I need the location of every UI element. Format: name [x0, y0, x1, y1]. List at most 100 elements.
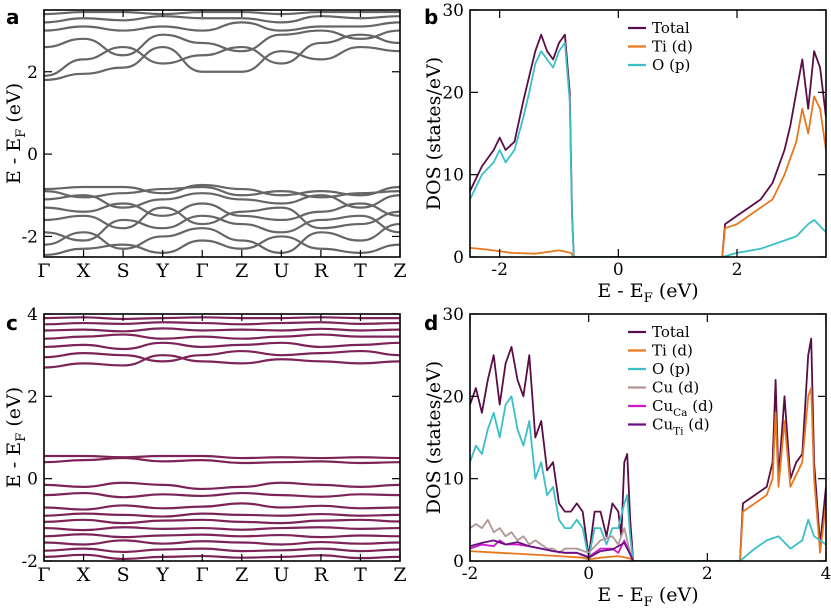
band-line: [44, 15, 400, 24]
y-tick-label: 0: [453, 248, 464, 268]
k-label: Γ: [37, 564, 50, 586]
k-label: S: [117, 564, 130, 586]
y-tick-label: 20: [442, 83, 464, 103]
y-tick-label: 2: [27, 387, 38, 407]
k-label: Z: [235, 260, 248, 282]
band-line: [44, 547, 400, 554]
y-tick-label: 30: [442, 1, 464, 21]
panel-label-c: c: [6, 311, 18, 335]
band-line: [44, 214, 400, 242]
x-axis-label-sub: F: [644, 291, 653, 306]
dos-series-line: [470, 539, 635, 561]
plot-area: [470, 337, 826, 561]
k-label: Γ: [196, 564, 209, 586]
k-label: Z: [393, 260, 406, 282]
y-tick-label: 10: [442, 166, 464, 186]
band-line: [44, 481, 400, 491]
band-line: [44, 222, 400, 254]
x-axis-label-main: E - E: [597, 280, 643, 302]
k-label: T: [354, 260, 367, 282]
x-tick-label: -2: [462, 564, 479, 584]
x-axis-label-main: E - E: [597, 584, 643, 606]
y-axis-label-sub: F: [14, 129, 29, 138]
k-label: Γ: [196, 260, 209, 282]
legend-entry-sub: Ti: [673, 426, 684, 438]
dos-series-line: [470, 387, 826, 561]
band-line: [44, 354, 400, 369]
band-line: [44, 349, 400, 363]
y-axis-label: E - EF (eV): [3, 387, 29, 488]
legend-entry-sub: Ca: [673, 407, 687, 419]
legend-entry: Total: [652, 19, 690, 37]
x-tick-label: 2: [702, 564, 713, 584]
band-line: [44, 202, 400, 222]
band-line: [44, 316, 400, 321]
k-label: Y: [155, 260, 169, 282]
k-label: R: [314, 260, 329, 282]
dos-series-line: [470, 395, 826, 561]
plot-frame: [469, 313, 827, 562]
legend: Total Ti (d) O (p) Cu (d)CuCa (d)CuTi (d): [628, 323, 714, 438]
band-line: [44, 185, 400, 199]
band-line: [44, 512, 400, 518]
x-axis-label: E - EF (eV): [597, 280, 698, 306]
band-line: [44, 553, 400, 561]
y-tick-label: -2: [21, 227, 38, 247]
legend-entry-tail: (d): [684, 416, 710, 434]
y-axis-label-tail: (eV): [3, 387, 25, 433]
x-axis-label-tail: (eV): [653, 280, 699, 302]
band-line: [44, 333, 400, 340]
band-line: [44, 29, 400, 57]
legend-entry: Ti (d): [652, 38, 693, 56]
k-label: R: [314, 564, 329, 586]
x-tick-label: 4: [821, 564, 831, 584]
k-label: U: [273, 564, 289, 586]
band-line: [44, 206, 400, 230]
band-line: [44, 491, 400, 499]
legend-entry-tail: (d): [687, 397, 713, 415]
plot-frame: [469, 9, 827, 258]
k-label: X: [77, 564, 91, 586]
x-tick-label: 0: [613, 260, 624, 280]
band-line: [44, 518, 400, 525]
band-line: [44, 341, 400, 351]
y-axis-label-main: E - E: [3, 138, 25, 184]
y-axis-label-main: E - E: [3, 442, 25, 488]
legend-entry: O (p): [652, 56, 690, 74]
band-line: [44, 235, 400, 257]
legend-entry: CuCa (d): [652, 397, 714, 419]
dos-series-line: [470, 95, 826, 257]
legend-entry: O (p): [652, 360, 690, 378]
x-axis-label: E - EF (eV): [597, 584, 698, 610]
y-axis-label-tail: (eV): [3, 83, 25, 129]
panel-label-b: b: [424, 5, 438, 29]
legend-entry: CuTi (d): [652, 416, 710, 438]
band-line: [44, 526, 400, 532]
dos-series-line: [470, 42, 826, 257]
legend-entry-main: Cu: [652, 416, 673, 434]
x-tick-label: 0: [583, 564, 594, 584]
k-label: X: [77, 260, 91, 282]
dos-series-line: [470, 337, 826, 561]
band-line: [44, 539, 400, 546]
y-tick-label: 10: [442, 470, 464, 490]
y-axis-label: DOS (states/eV): [423, 57, 445, 210]
y-tick-label: 20: [442, 387, 464, 407]
band-line: [44, 21, 400, 32]
y-axis-label-sub: F: [14, 433, 29, 442]
y-tick-label: 30: [442, 305, 464, 325]
x-tick-label: 2: [732, 260, 743, 280]
panel-c: c Γ X S Y Γ Z U R T Z -2 0 2 4 E - EF (eV): [3, 305, 407, 586]
panel-label-a: a: [6, 5, 20, 29]
k-label: Y: [155, 564, 169, 586]
dos-series-line: [470, 33, 826, 257]
band-line: [44, 183, 400, 197]
band-line: [44, 192, 400, 209]
k-label: Z: [235, 564, 248, 586]
band-line: [44, 502, 400, 511]
legend-entry: Total: [652, 323, 690, 341]
